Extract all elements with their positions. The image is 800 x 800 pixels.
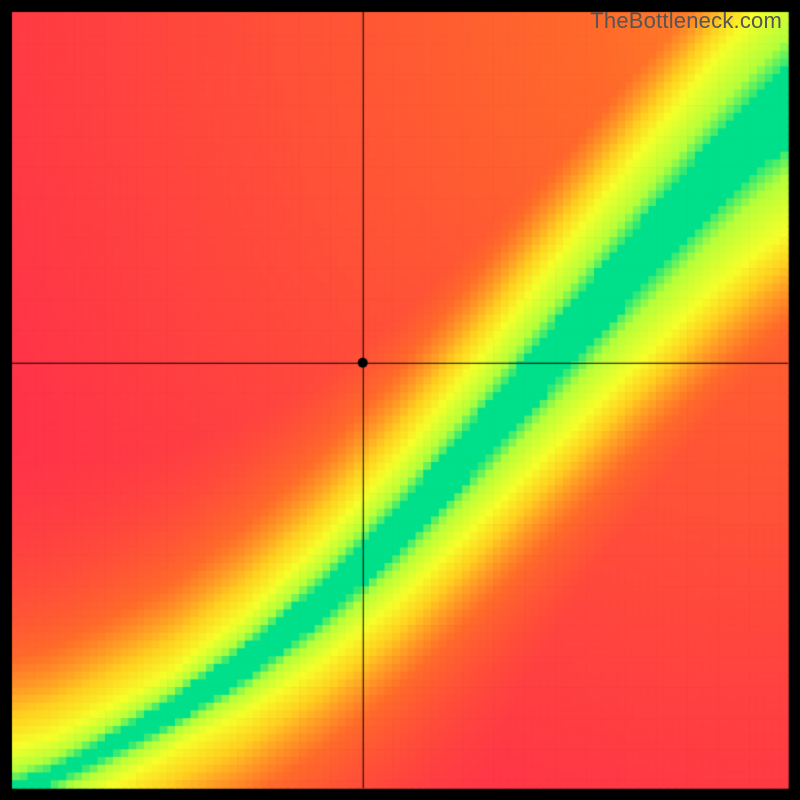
watermark-text: TheBottleneck.com (590, 8, 782, 34)
bottleneck-heatmap (0, 0, 800, 800)
chart-container: { "watermark": { "text": "TheBottleneck.… (0, 0, 800, 800)
